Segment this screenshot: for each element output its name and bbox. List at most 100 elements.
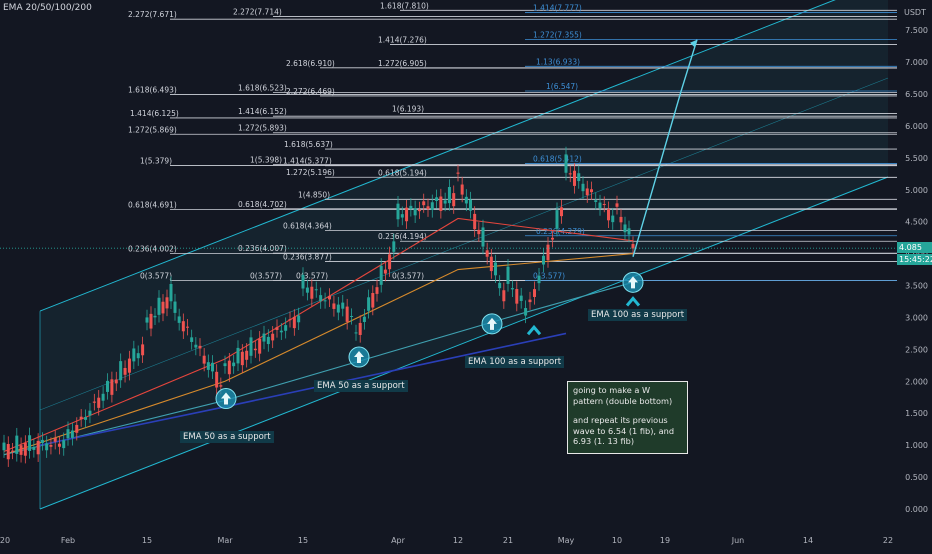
- y-tick-label: 7.000: [905, 58, 928, 67]
- fib-level-label: 1.272(7.355): [533, 30, 582, 39]
- candle: [262, 333, 266, 342]
- candle: [375, 287, 379, 294]
- candle: [110, 379, 114, 395]
- candle: [477, 229, 481, 235]
- candle: [6, 444, 10, 460]
- candle: [97, 397, 101, 408]
- candle: [32, 446, 36, 450]
- fib-level-label: 1.618(6.523): [238, 84, 287, 93]
- candle: [585, 188, 589, 196]
- candle: [439, 196, 443, 211]
- fib-level-label: 1.272(5.196): [286, 168, 335, 177]
- candle: [62, 440, 66, 449]
- annotation-ema50-1: EMA 50 as a support: [180, 431, 274, 443]
- candle: [533, 289, 536, 297]
- ema100-line: [3, 281, 634, 456]
- candle: [392, 241, 396, 252]
- x-tick-label: Feb: [61, 536, 75, 545]
- candle: [607, 209, 610, 221]
- candle: [181, 321, 185, 332]
- candle: [481, 227, 485, 247]
- candle: [288, 319, 292, 321]
- fib-level-label: 0.236(4.002): [128, 244, 177, 253]
- candle: [464, 196, 468, 204]
- indicator-legend[interactable]: EMA 20/50/100/200: [3, 3, 92, 13]
- y-tick-label: 4.500: [905, 218, 928, 227]
- candle: [194, 344, 198, 348]
- candle: [619, 216, 623, 223]
- candle: [396, 203, 400, 220]
- x-tick-label: 21: [503, 536, 513, 545]
- candle: [417, 209, 421, 212]
- x-tick-label: 22: [883, 536, 893, 545]
- candle: [66, 429, 70, 439]
- note-line-1: going to make a W pattern (double bottom…: [573, 385, 673, 406]
- y-tick-label: 3.000: [905, 313, 928, 322]
- candle: [577, 173, 581, 182]
- fib-level-label: 0.236(3.877): [283, 252, 332, 261]
- candle: [223, 363, 227, 367]
- candle: [57, 443, 61, 447]
- channel-lower-line: [39, 176, 889, 510]
- candle: [413, 208, 417, 216]
- projection-path: [632, 39, 698, 257]
- channel-fill: [40, 0, 888, 509]
- fib-level-label: 2.272(6.469): [286, 87, 335, 96]
- candle: [45, 443, 49, 451]
- candle: [70, 430, 74, 438]
- fib-level-label: 1(5.398): [250, 155, 282, 164]
- arrow-up-icon: [487, 317, 497, 330]
- fib-level-label: 0(3.577): [392, 272, 424, 281]
- candle: [594, 200, 598, 202]
- fib-level-label: 1(5.379): [140, 157, 172, 166]
- x-tick-label: Mar: [217, 536, 233, 545]
- candle: [379, 265, 383, 285]
- channel-upper-line: [39, 0, 836, 312]
- candle: [127, 358, 131, 373]
- candle: [2, 442, 6, 451]
- fib-level-label: 0(3.577): [250, 272, 282, 281]
- fib-level-label: 1.414(7.276): [378, 35, 427, 44]
- ema50-line: [3, 253, 634, 456]
- arrow-up-icon: [628, 276, 638, 289]
- candle: [236, 347, 240, 364]
- arrow-up-icon: [354, 351, 364, 364]
- candle: [426, 206, 430, 210]
- candle: [275, 327, 279, 330]
- candle: [153, 315, 157, 318]
- x-tick-label: 20: [0, 536, 10, 545]
- candle: [367, 297, 371, 311]
- candle: [28, 435, 32, 451]
- candle: [123, 367, 127, 375]
- fib-level-label: 0.618(5.412): [533, 154, 582, 163]
- candle: [328, 295, 331, 300]
- candle: [568, 173, 572, 175]
- candle: [564, 154, 568, 173]
- fib-level-label: 0(3.577): [296, 272, 328, 281]
- candle: [443, 200, 447, 204]
- candle: [114, 379, 118, 384]
- candle: [271, 333, 275, 341]
- candle: [358, 322, 362, 335]
- y-tick-label: 2.000: [905, 377, 928, 386]
- candle: [452, 193, 456, 207]
- fib-level-label: 1.618(7.810): [380, 1, 429, 10]
- candle: [460, 184, 464, 195]
- candle: [341, 302, 345, 309]
- candle: [430, 202, 434, 210]
- candle: [206, 362, 210, 370]
- candle: [560, 207, 563, 217]
- trade-idea-note[interactable]: going to make a W pattern (double bottom…: [567, 381, 688, 454]
- fib-level-label: 1.618(6.493): [128, 85, 177, 94]
- fib-level-label: 1.272(5.893): [238, 124, 287, 133]
- fib-level-label: 1.414(7.777): [533, 3, 582, 12]
- annotation-ema50-2: EMA 50 as a support: [314, 380, 408, 392]
- candle: [371, 293, 375, 308]
- candle: [245, 350, 249, 360]
- fib-level-label: 0.618(4.364): [283, 221, 332, 230]
- fib-level-label: 1.618(5.637): [284, 140, 333, 149]
- candle: [301, 274, 305, 289]
- annotation-ema100-2: EMA 100 as a support: [588, 309, 688, 321]
